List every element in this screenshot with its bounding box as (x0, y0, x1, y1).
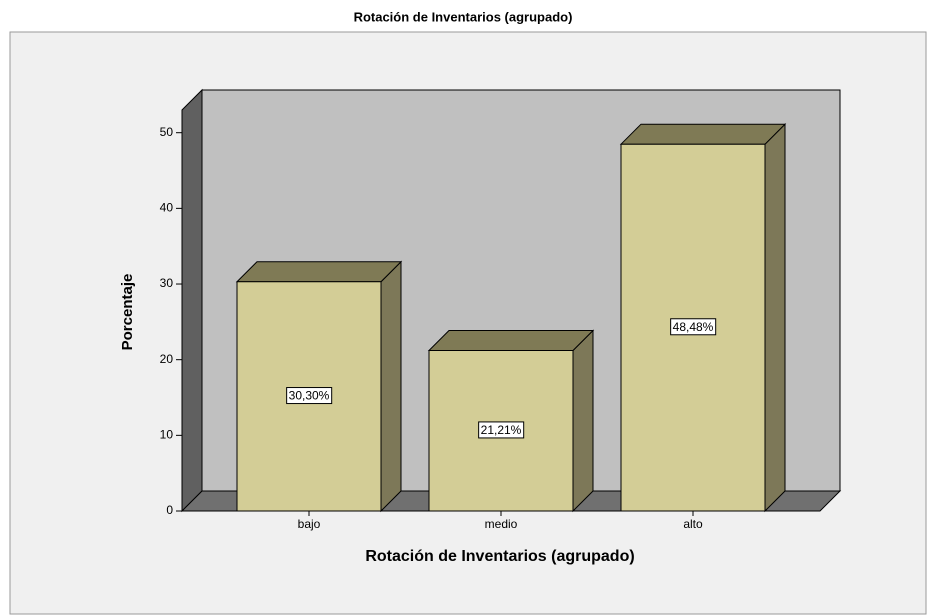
bar-side (380, 260, 402, 513)
y-tick-label: 30 (160, 276, 174, 290)
y-tick-label: 20 (160, 352, 174, 366)
bar-side (572, 329, 594, 513)
x-tick-label: medio (485, 517, 518, 531)
bar-top (619, 123, 787, 145)
y-tick-label: 50 (160, 125, 174, 139)
value-label-box (286, 387, 333, 405)
y-tick-label: 10 (160, 428, 174, 442)
bar (427, 329, 595, 513)
value-label: 21,21% (481, 423, 522, 437)
y-tick-label: 0 (166, 503, 173, 517)
bar (235, 260, 403, 513)
chart-title: Rotación de Inventarios (agrupado) (354, 9, 573, 24)
x-tick-label: alto (683, 517, 703, 531)
side-wall (181, 88, 203, 513)
value-label-box (670, 318, 717, 336)
bar (619, 122, 787, 513)
value-label: 48,48% (673, 320, 714, 334)
bar-top (235, 261, 403, 283)
y-tick-label: 40 (160, 201, 174, 215)
x-axis-label: Rotación de Inventarios (agrupado) (365, 548, 634, 565)
bar-top (427, 330, 595, 352)
x-tick-label: bajo (298, 517, 321, 531)
value-label-box (478, 421, 525, 439)
y-axis-label: Porcentaje (119, 274, 136, 351)
bar-side (764, 122, 786, 513)
value-label: 30,30% (289, 389, 330, 403)
